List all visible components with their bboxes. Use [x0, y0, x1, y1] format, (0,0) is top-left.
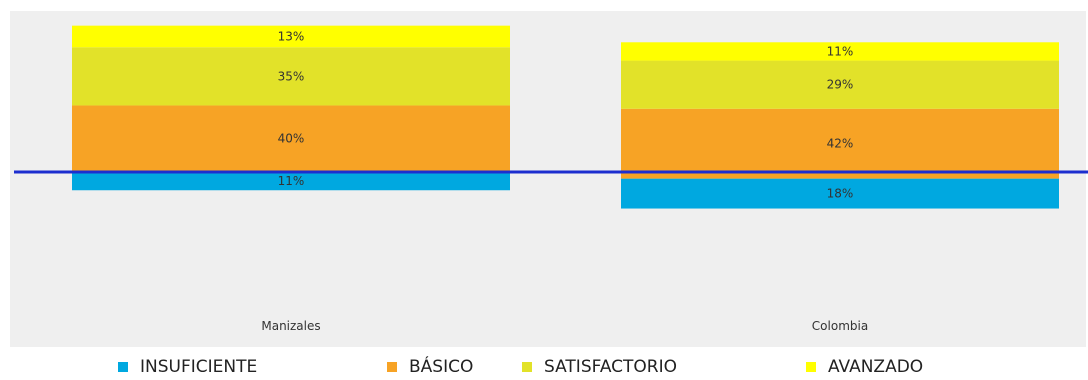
- legend-label: AVANZADO: [828, 357, 923, 376]
- bar-segment-satisfactorio-colombia: [621, 60, 1059, 109]
- legend-swatch-avanzado: [806, 362, 816, 372]
- bar-segment-avanzado-manizales: [72, 25, 510, 48]
- bar-segment-insuficiente-manizales: [72, 171, 510, 191]
- legend-swatch-insuficiente: [118, 362, 128, 372]
- data-label: 42%: [827, 137, 854, 151]
- bar-segment-básico-manizales: [72, 105, 510, 172]
- data-label: 40%: [278, 132, 305, 146]
- category-labels: Manizales Colombia: [261, 319, 868, 333]
- category-label: Manizales: [261, 319, 320, 333]
- legend-swatch-satisfactorio: [522, 362, 532, 372]
- data-label: 29%: [827, 78, 854, 92]
- legend-label: BÁSICO: [409, 355, 473, 376]
- legend: INSUFICIENTE BÁSICO SATISFACTORIO AVANZADO: [118, 355, 923, 377]
- data-label: 11%: [278, 174, 305, 188]
- data-label: 11%: [827, 44, 854, 58]
- data-label: 35%: [278, 69, 305, 83]
- legend-label: SATISFACTORIO: [544, 357, 677, 376]
- legend-label: INSUFICIENTE: [140, 357, 257, 376]
- bar-segment-satisfactorio-manizales: [72, 47, 510, 106]
- bar-segment-insuficiente-colombia: [621, 178, 1059, 209]
- data-labels: 11% 40% 35% 13% 18% 42% 29% 11%: [278, 29, 854, 200]
- legend-swatch-básico: [387, 362, 397, 372]
- bars-layer: 11% 40% 35% 13% 18% 42% 29% 11%: [72, 25, 1059, 209]
- bar-segment-avanzado-colombia: [621, 42, 1059, 61]
- category-label: Colombia: [812, 319, 868, 333]
- data-label: 13%: [278, 29, 305, 43]
- data-label: 18%: [827, 187, 854, 201]
- bar-segment-básico-colombia: [621, 108, 1059, 179]
